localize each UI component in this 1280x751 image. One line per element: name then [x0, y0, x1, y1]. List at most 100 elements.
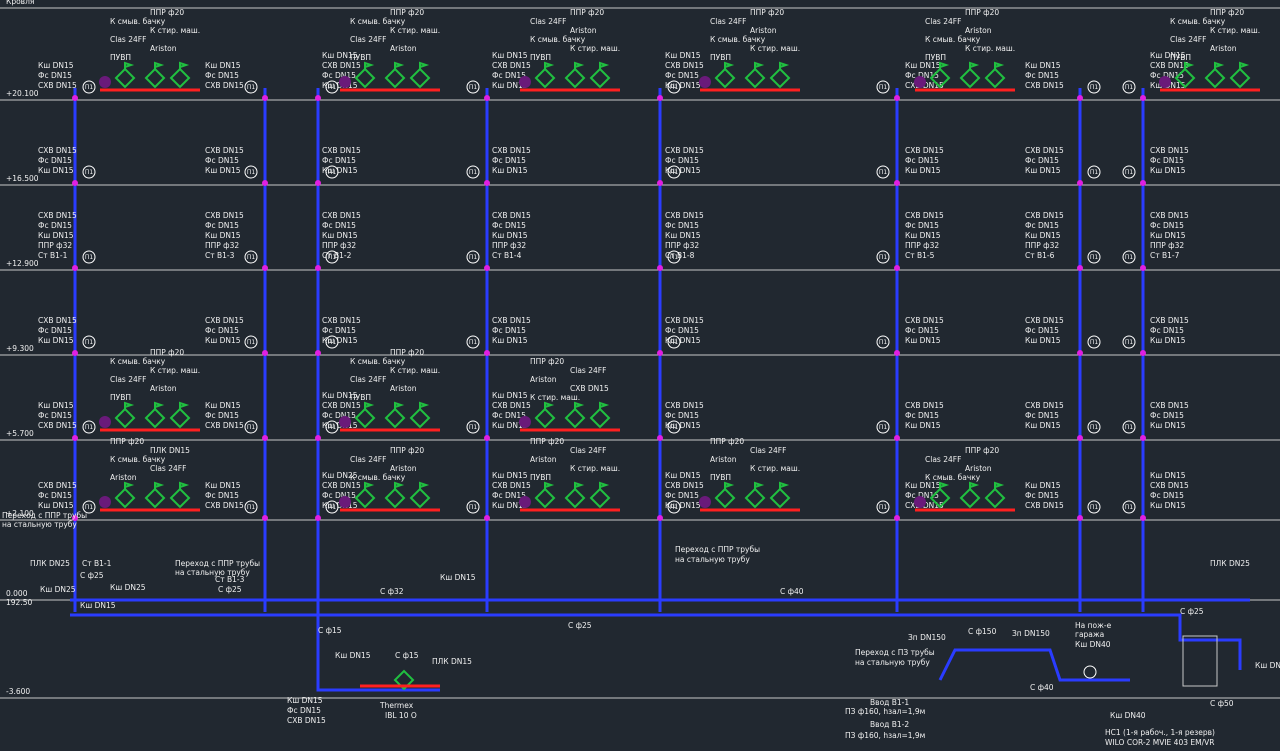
tag-circle [325, 420, 339, 434]
fixture [589, 481, 611, 509]
pipe-label: СХВ DN15 [492, 481, 531, 490]
tag: П1 [85, 254, 94, 261]
valve [657, 350, 663, 356]
pipe-label: СХВ DN15 [905, 316, 944, 325]
valve [262, 95, 268, 101]
tag-circle [1122, 420, 1136, 434]
tag-circle [466, 165, 480, 179]
basement-label: Переход с ППР трубы [2, 511, 87, 520]
pipe-label: Фс DN15 [38, 221, 72, 230]
basement-label: на стальную трубу [675, 555, 750, 564]
basement-label: Кш DN15 [335, 651, 371, 660]
fixture [769, 481, 791, 509]
valve [484, 265, 490, 271]
basement-label: СХВ DN15 [287, 716, 326, 725]
tag: П1 [247, 424, 256, 431]
tag-circle [667, 500, 681, 514]
level-label: -3.600 [6, 687, 30, 696]
level-label: +16.500 [6, 174, 39, 183]
valve [484, 350, 490, 356]
pipe-label: Фс DN15 [205, 156, 239, 165]
pipe-label: СХВ DN15 [38, 81, 77, 90]
unit-label: Clas 24FF [350, 35, 386, 44]
pipe-label: ППР ф32 [1025, 241, 1059, 250]
tag: П1 [469, 504, 478, 511]
fixture [714, 61, 736, 89]
unit-label: Ariston [150, 384, 177, 393]
fixture [744, 481, 766, 509]
pipe-label: СХВ DN15 [905, 211, 944, 220]
pipe-label: Фс DN15 [1025, 156, 1059, 165]
valve [484, 515, 490, 521]
unit-label: Ariston [150, 44, 177, 53]
basement-label: С ф15 [318, 626, 342, 635]
pipe-label: ППР ф32 [1150, 241, 1184, 250]
pipe-label: СХВ DN15 [905, 146, 944, 155]
pipe-label: Фс DN15 [322, 71, 356, 80]
pipe-label: Кш DN15 [1025, 166, 1061, 175]
tag-circle [325, 500, 339, 514]
valve [72, 95, 78, 101]
unit-label: К стир. маш. [965, 44, 1015, 53]
pump-box [1182, 635, 1218, 687]
unit-label: Clas 24FF [925, 17, 961, 26]
basement-label: Кш DN40 [1075, 640, 1111, 649]
tag-circle [82, 420, 96, 434]
fixture [1229, 61, 1251, 89]
pipe-label: Ст В1-4 [492, 251, 522, 260]
tag: П1 [247, 339, 256, 346]
pipe-label: Фс DN15 [322, 156, 356, 165]
valve [315, 435, 321, 441]
tag: П1 [670, 254, 679, 261]
pipe-label: Фс DN15 [492, 411, 526, 420]
tag-circle [667, 165, 681, 179]
pipe-label: Ст В1-5 [905, 251, 935, 260]
pipe-label: Кш DN15 [492, 421, 528, 430]
tag-circle [667, 420, 681, 434]
tag: П1 [1090, 84, 1099, 91]
valve [1077, 265, 1083, 271]
pipe-label: Кш DN15 [1025, 481, 1061, 490]
unit-label: ППР ф20 [390, 348, 424, 357]
unit-label: К смыв. бачку [925, 473, 981, 482]
tag: П1 [328, 504, 337, 511]
unit-label: К стир. маш. [390, 26, 440, 35]
fixture [744, 61, 766, 89]
pipe-label: Кш DN15 [492, 231, 528, 240]
tag: П1 [328, 339, 337, 346]
unit-label: К стир. маш. [750, 44, 800, 53]
pipe-label: Фс DN15 [322, 411, 356, 420]
pipe-label: Кш DN15 [492, 51, 528, 60]
pipe-label: Кш DN15 [905, 61, 941, 70]
unit-label: К смыв. бачку [350, 473, 406, 482]
tag: П1 [85, 424, 94, 431]
basement-label: Thermex [379, 701, 414, 710]
pipe-label: СХВ DN15 [205, 421, 244, 430]
heater [1159, 76, 1171, 88]
valve [484, 435, 490, 441]
fixture [144, 481, 166, 509]
pipe-label: ППР ф32 [905, 241, 939, 250]
heater [914, 496, 926, 508]
pipe-label: Кш DN15 [1025, 231, 1061, 240]
pipe-label: СХВ DN15 [665, 146, 704, 155]
pipe-label: Кш DN15 [905, 421, 941, 430]
unit-label: ППР ф20 [570, 8, 604, 17]
pipe-label: Кш DN15 [1150, 231, 1186, 240]
unit-label: К стир. маш. [150, 26, 200, 35]
pipe-label: СХВ DN15 [665, 211, 704, 220]
pipe-label: Фс DN15 [205, 326, 239, 335]
pipe-label: СХВ DN15 [1150, 211, 1189, 220]
unit-label: Clas 24FF [570, 366, 606, 375]
basement-label: Зп DN150 [1012, 629, 1050, 638]
tag: П1 [85, 339, 94, 346]
basement-label: на стальную трубу [175, 568, 250, 577]
tag: П1 [1090, 169, 1099, 176]
pipe-label: Фс DN15 [492, 221, 526, 230]
valve [262, 515, 268, 521]
fixture [589, 401, 611, 429]
pipe-label: Кш DN15 [322, 51, 358, 60]
valve [657, 515, 663, 521]
pipe-label: Фс DN15 [205, 221, 239, 230]
